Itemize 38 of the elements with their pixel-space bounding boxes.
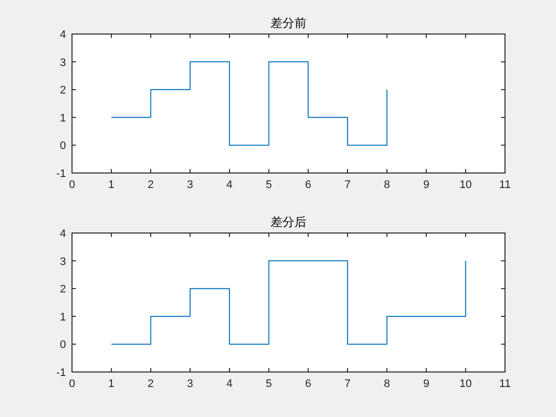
x-tick-label: 6 xyxy=(305,179,312,191)
x-tick-label: 4 xyxy=(226,378,233,390)
x-tick-label: 1 xyxy=(108,378,114,390)
x-tick-label: 9 xyxy=(423,179,430,191)
y-tick-label: 3 xyxy=(60,56,66,69)
x-tick-label: 6 xyxy=(305,378,312,390)
y-tick-label: 2 xyxy=(60,84,66,97)
x-tick-label: 4 xyxy=(226,179,233,191)
y-tick-label: 1 xyxy=(60,311,66,324)
x-tick-label: 11 xyxy=(499,378,511,390)
y-tick-label: 0 xyxy=(60,140,66,152)
x-tick-label: 10 xyxy=(460,378,472,390)
y-tick-label: 3 xyxy=(60,256,66,268)
y-tick-label: 4 xyxy=(60,29,66,41)
x-tick-label: 7 xyxy=(344,378,351,390)
x-tick-label: 0 xyxy=(68,179,76,191)
x-tick-label: 3 xyxy=(187,179,194,191)
y-tick-label: 0 xyxy=(60,339,66,352)
y-tick-label: 1 xyxy=(60,112,66,124)
x-tick-label: 8 xyxy=(384,179,390,191)
x-tick-label: 2 xyxy=(148,378,154,390)
y-tick-label: -1 xyxy=(56,168,66,180)
chart-title: 差分后 xyxy=(270,215,306,229)
x-tick-label: 8 xyxy=(384,378,390,390)
x-tick-label: 10 xyxy=(460,179,472,191)
x-tick-label: 11 xyxy=(499,179,511,191)
x-tick-label: 7 xyxy=(344,179,351,191)
x-tick-label: 2 xyxy=(148,179,154,191)
y-tick-label: 2 xyxy=(60,284,66,296)
x-tick-label: 5 xyxy=(266,179,272,191)
x-tick-label: 1 xyxy=(108,179,114,191)
y-tick-label: -1 xyxy=(56,367,66,379)
chart-title: 差分前 xyxy=(270,16,306,30)
x-tick-label: 3 xyxy=(187,378,194,390)
x-tick-label: 5 xyxy=(266,378,272,390)
x-tick-label: 9 xyxy=(423,378,430,390)
x-tick-label: 0 xyxy=(68,378,76,390)
y-tick-label: 4 xyxy=(60,228,66,240)
